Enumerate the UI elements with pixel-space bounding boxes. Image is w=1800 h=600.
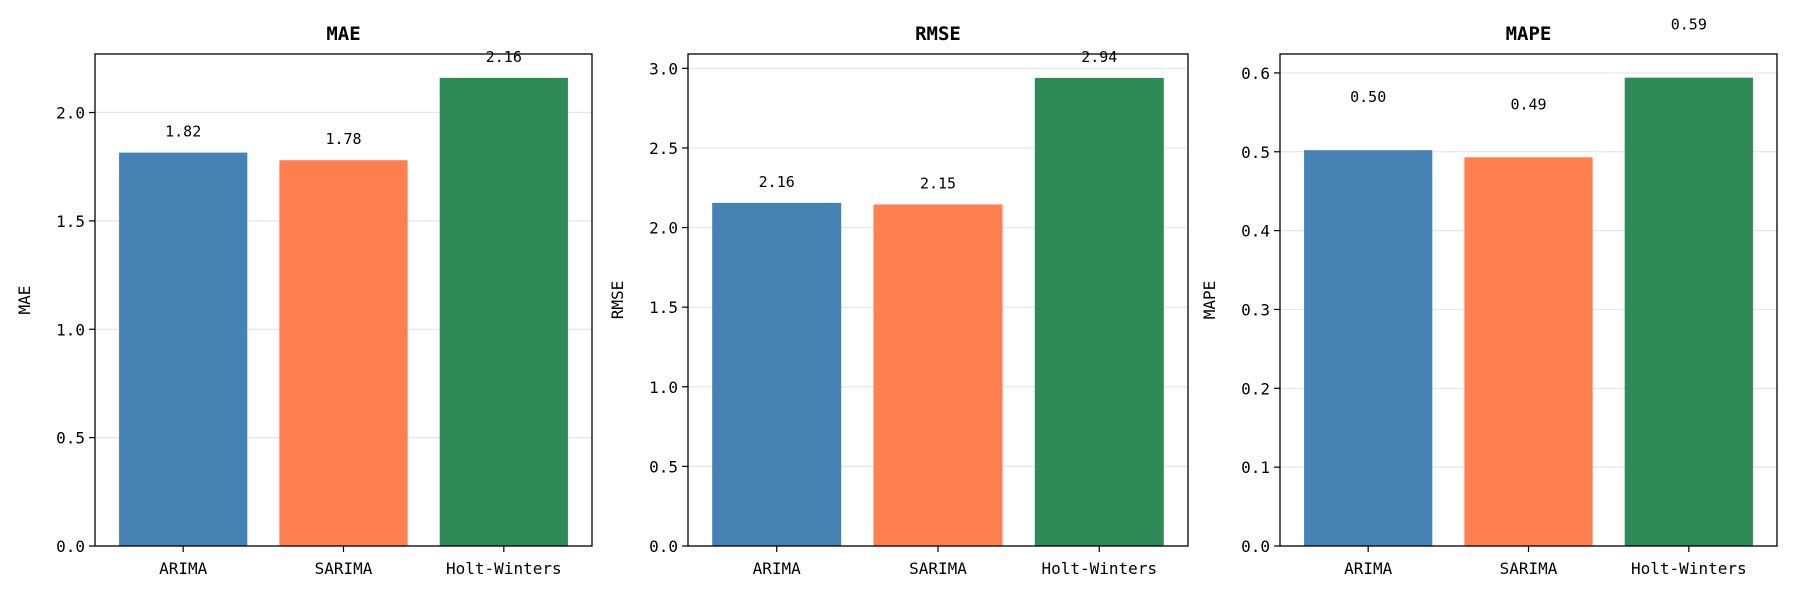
- y-tick-label: 3.0: [649, 59, 678, 78]
- y-tick-label: 0.2: [1241, 379, 1270, 398]
- data-label: 0.50: [1350, 88, 1386, 106]
- data-label: 1.82: [165, 123, 201, 141]
- y-tick-label: 1.5: [649, 298, 678, 317]
- y-tick-label: 0.0: [56, 537, 85, 556]
- y-tick-label: 0.3: [1241, 300, 1270, 319]
- y-tick-label: 2.5: [649, 139, 678, 158]
- plot-frame: [1279, 53, 1778, 547]
- data-label: 2.16: [486, 48, 522, 66]
- y-tick-label: 0.5: [1241, 143, 1270, 162]
- data-label: 2.16: [759, 173, 795, 191]
- x-tick-label: ARIMA: [1344, 559, 1393, 578]
- y-tick-label: 1.0: [649, 378, 678, 397]
- bar-arima: [712, 202, 842, 546]
- y-tick-label: 1.0: [56, 320, 85, 339]
- x-tick-label: ARIMA: [753, 559, 802, 578]
- y-tick-label: 0.4: [1241, 222, 1270, 241]
- x-tick-label: Holt-Winters: [446, 559, 562, 578]
- data-label: 2.94: [1081, 48, 1117, 66]
- data-label: 0.49: [1510, 95, 1546, 113]
- chart-title: MAPE: [1506, 23, 1552, 45]
- y-tick-label: 0.6: [1241, 64, 1270, 83]
- chart-title: MAE: [326, 23, 360, 45]
- chart-panel-mae: 1.82 ARIMA 1.78 SARIMA 2.16 Holt-Winters 0.0 0.…: [15, 23, 593, 578]
- y-tick-label: 0.1: [1241, 458, 1270, 477]
- x-tick-label: Holt-Winters: [1631, 559, 1747, 578]
- y-axis-label: MAPE: [1200, 281, 1219, 320]
- chart-panel-rmse: 2.16 ARIMA 2.15 SARIMA 2.94 Holt-Winters 0.0 0.…: [608, 23, 1189, 578]
- x-tick-label: SARIMA: [909, 559, 967, 578]
- bar-arima: [1304, 150, 1433, 546]
- chart-title: RMSE: [915, 23, 961, 45]
- bar-sarima: [1464, 157, 1593, 547]
- x-tick-label: SARIMA: [315, 559, 373, 578]
- plot-frame: [687, 53, 1189, 547]
- x-tick-label: SARIMA: [1500, 559, 1558, 578]
- y-tick-label: 1.5: [56, 212, 85, 231]
- data-label: 1.78: [325, 130, 361, 148]
- bar-holt-winters: [1624, 77, 1753, 547]
- data-label: 2.15: [920, 174, 956, 192]
- y-tick-label: 0.0: [1241, 537, 1270, 556]
- y-tick-label: 2.0: [56, 104, 85, 123]
- y-tick-label: 0.0: [649, 537, 678, 556]
- data-label: 0.59: [1671, 16, 1707, 34]
- y-axis-label: MAE: [15, 286, 34, 315]
- y-tick-label: 0.5: [649, 457, 678, 476]
- plot-frame: [94, 53, 593, 547]
- bar-holt-winters: [439, 77, 568, 547]
- x-tick-label: ARIMA: [159, 559, 208, 578]
- bar-sarima: [873, 204, 1003, 547]
- bar-arima: [119, 152, 248, 546]
- y-tick-label: 2.0: [649, 219, 678, 238]
- y-tick-label: 0.5: [56, 429, 85, 448]
- x-tick-label: Holt-Winters: [1041, 559, 1157, 578]
- bar-sarima: [279, 160, 408, 546]
- y-axis-label: RMSE: [608, 281, 627, 320]
- chart-panel-mape: 0.50 ARIMA 0.49 SARIMA 0.59 Holt-Winters 0.0 0.…: [1200, 16, 1778, 578]
- bar-holt-winters: [1034, 77, 1164, 547]
